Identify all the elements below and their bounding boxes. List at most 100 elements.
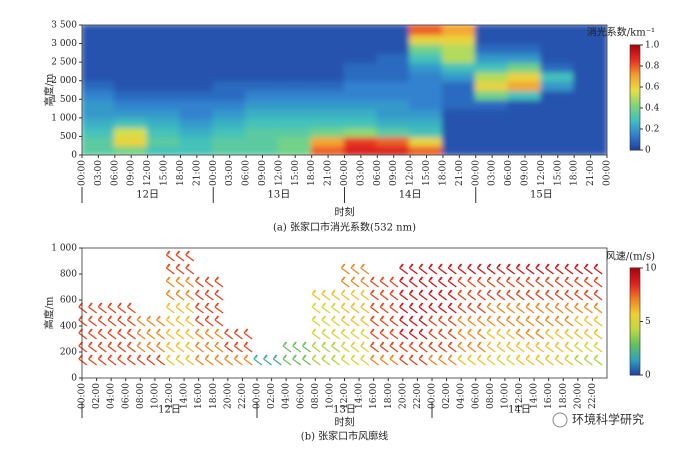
wind-barb <box>175 328 185 340</box>
wind-barb <box>408 276 418 288</box>
wind-barb <box>476 289 486 301</box>
wind-barb <box>525 276 535 288</box>
wind-barb <box>583 315 593 327</box>
colorbar-title: 消光系数/km⁻¹ <box>587 26 655 39</box>
wind-barb <box>399 354 409 366</box>
wind-barb <box>136 328 146 340</box>
heat-cell <box>343 107 379 119</box>
wind-barb <box>438 276 447 288</box>
wind-barb <box>418 276 428 288</box>
wind-barb <box>467 276 477 288</box>
wind-barb <box>447 302 457 314</box>
heat-cell <box>441 51 477 64</box>
wind-barb <box>476 315 486 327</box>
heat-cell <box>376 116 412 129</box>
x-tick-label: 08:00 <box>136 383 146 409</box>
wind-barb <box>175 302 185 314</box>
wind-barb <box>224 328 234 340</box>
wind-barb <box>175 263 185 275</box>
colorbar-slice <box>630 67 640 70</box>
wind-barb <box>447 328 457 340</box>
wind-barb <box>97 354 107 366</box>
wind-barb <box>535 328 545 340</box>
x-axis-title: 时刻 <box>335 416 355 429</box>
wind-barb <box>486 302 496 314</box>
colorbar-slice <box>630 84 640 88</box>
heat-cell <box>245 51 280 64</box>
wind-barb <box>156 328 166 340</box>
heat-cell <box>82 107 116 119</box>
heat-cell <box>113 126 149 138</box>
heat-cell <box>113 42 149 54</box>
wind-barb <box>370 302 379 314</box>
wind-barb <box>360 354 370 366</box>
wind-barb <box>379 354 389 366</box>
heat-cell <box>277 51 313 64</box>
heat-cell <box>146 107 182 119</box>
heat-cell <box>82 51 116 64</box>
wind-barb <box>418 341 428 353</box>
heat-cell <box>573 61 607 73</box>
heatmap-cells <box>82 25 607 155</box>
wind-barb <box>515 315 525 327</box>
heat-cell <box>310 42 346 54</box>
heat-cell <box>113 51 149 64</box>
heat-cell <box>573 135 607 147</box>
wind-barb <box>88 354 97 366</box>
wind-barb <box>370 354 379 366</box>
wind-barb <box>282 354 292 366</box>
wind-barb <box>515 302 525 314</box>
y-tick-label: 1 000 <box>51 244 77 254</box>
heat-cell <box>474 61 510 73</box>
colorbar-tick-label: 0.6 <box>645 83 660 93</box>
wind-barb <box>379 289 389 301</box>
heat-cell <box>113 61 149 73</box>
colorbar-slice <box>630 58 640 62</box>
heat-cell <box>409 70 444 82</box>
wind-barb <box>515 263 525 275</box>
heat-cell <box>540 79 576 91</box>
heat-cell <box>540 89 576 101</box>
wind-barb <box>204 328 214 340</box>
heat-cell <box>212 70 248 82</box>
colorbar-slice <box>630 267 640 271</box>
heat-cell <box>212 51 248 64</box>
wind-barb <box>564 263 574 275</box>
wind-barb <box>88 341 97 353</box>
wind-barb <box>146 328 156 340</box>
wind-barb <box>331 354 341 366</box>
wind-barb <box>506 302 516 314</box>
wind-barb <box>340 289 350 301</box>
heat-cell <box>409 79 444 91</box>
heat-cell <box>474 135 510 147</box>
heat-cell <box>409 107 444 119</box>
colorbar-slice <box>630 297 640 301</box>
wind-barb <box>574 289 584 301</box>
colorbar-slice <box>630 147 640 151</box>
heat-cell <box>212 42 248 54</box>
x-tick-label: 18:00 <box>559 383 569 409</box>
wind-barb <box>107 354 117 366</box>
wind-barb <box>331 341 341 353</box>
wind-barb <box>214 276 224 288</box>
colorbar-slice <box>630 121 640 125</box>
heat-cell <box>343 42 379 54</box>
colorbar-slice <box>630 126 640 130</box>
heat-cell <box>540 25 576 36</box>
wind-barb <box>486 328 496 340</box>
wind-barb <box>175 250 185 262</box>
wind-barb <box>321 302 331 314</box>
wind-barb <box>175 341 185 353</box>
wind-barb <box>360 302 370 314</box>
colorbar-slice <box>630 109 640 112</box>
wind-barb <box>107 328 117 340</box>
x-tick-label: 18:00 <box>384 383 394 409</box>
wind-barb <box>515 289 525 301</box>
y-tick-label: 0 <box>71 374 77 384</box>
date-label: 14日 <box>508 405 531 416</box>
colorbar-slice <box>630 53 640 56</box>
wind-barb <box>224 354 234 366</box>
date-label: 13日 <box>333 405 356 416</box>
wind-barb <box>496 289 506 301</box>
colorbar-slice <box>630 372 640 376</box>
